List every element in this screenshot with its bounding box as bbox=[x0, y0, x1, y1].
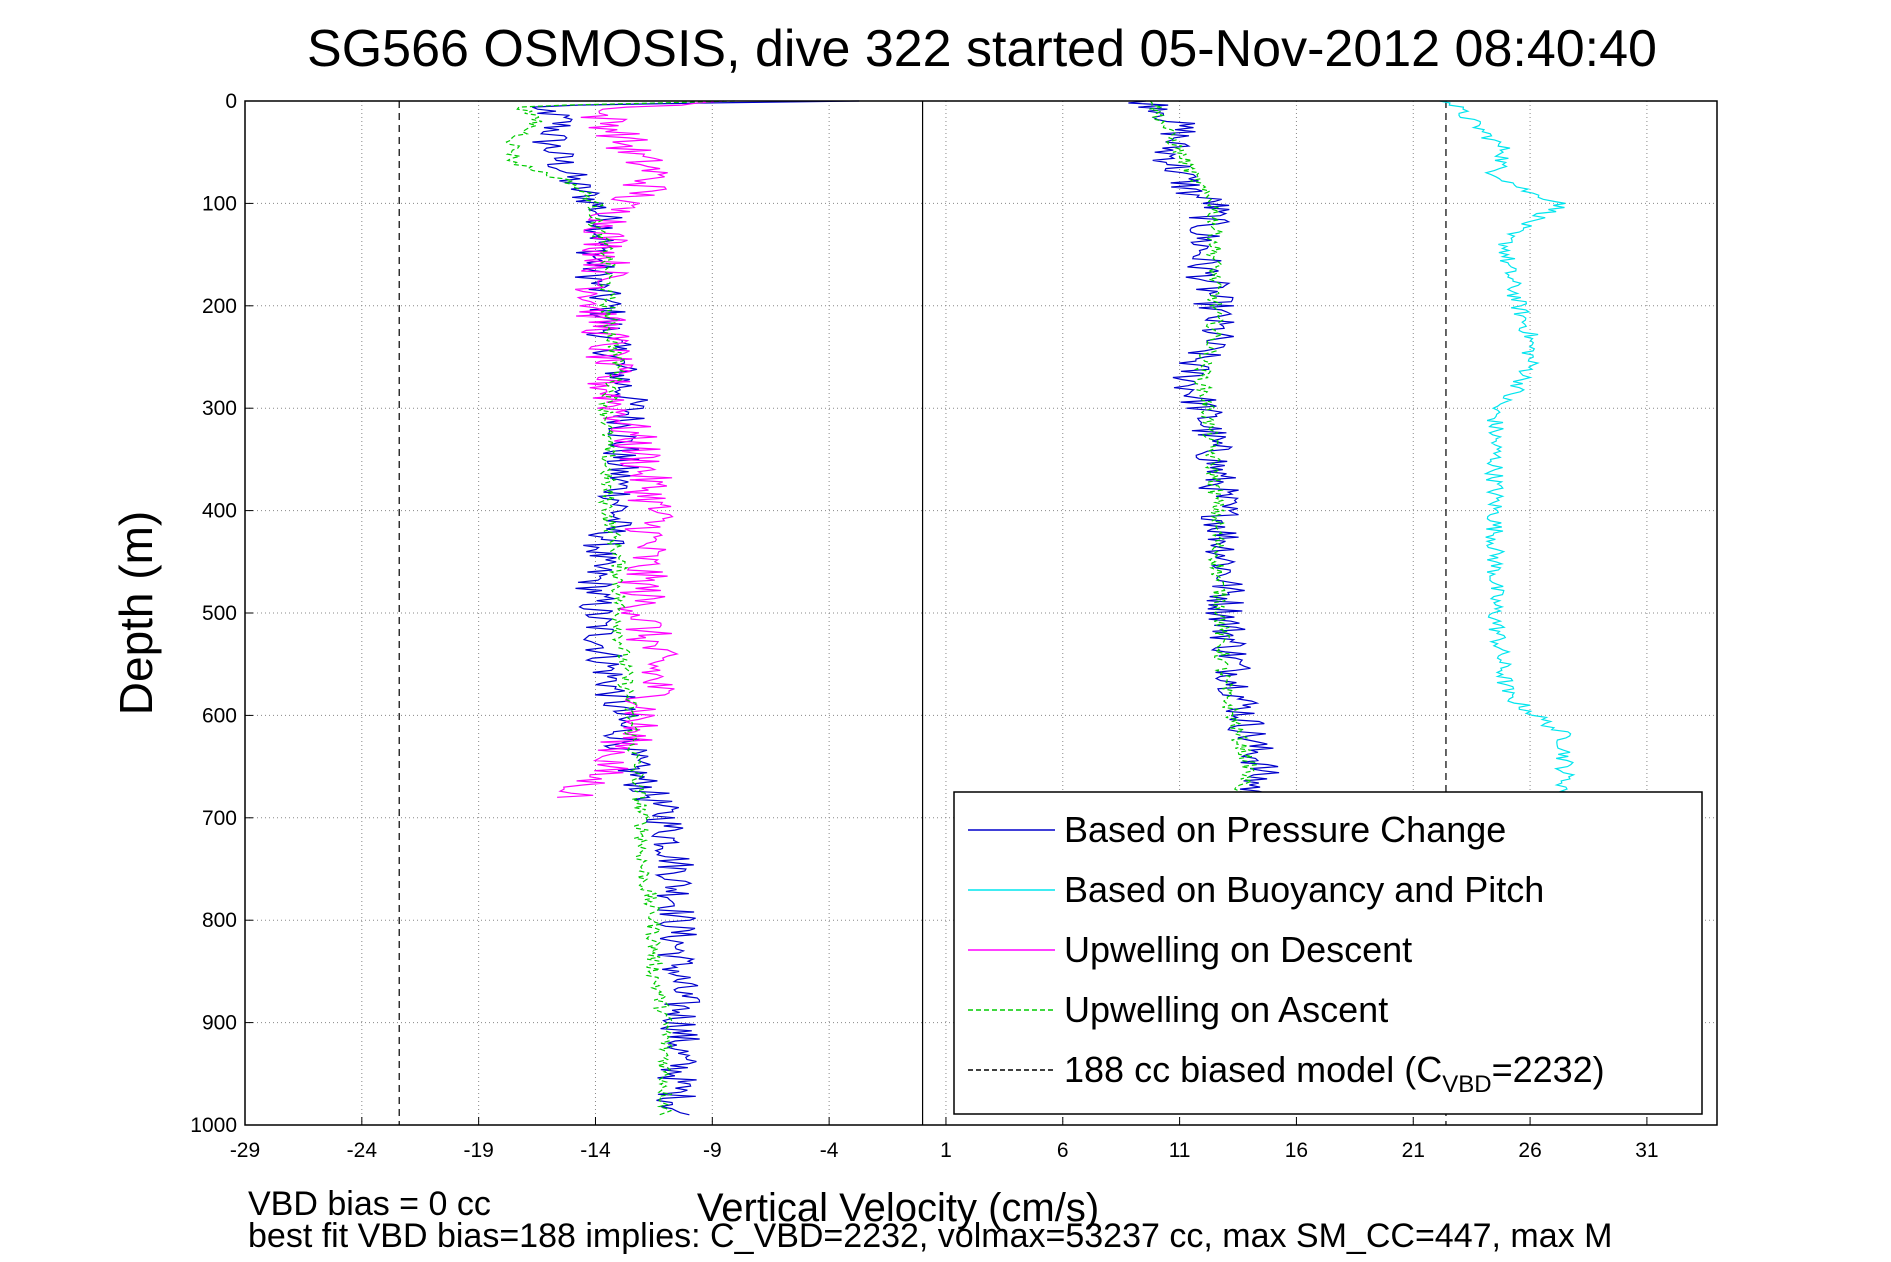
series-based-on-buoyancy-and-pitch bbox=[1439, 100, 1576, 798]
series-line bbox=[1439, 100, 1576, 798]
x-tick-label: 16 bbox=[1285, 1139, 1308, 1162]
x-tick-label: -9 bbox=[703, 1139, 722, 1162]
legend: Based on Pressure Change Based on Buoyanc… bbox=[953, 791, 1703, 1115]
x-tick-label: 6 bbox=[1057, 1139, 1069, 1162]
x-tick-label: 26 bbox=[1518, 1139, 1541, 1162]
x-tick-label: -19 bbox=[463, 1139, 493, 1162]
y-ticks: 0 100 200 300 400 500 600 700 800 900 1000 bbox=[190, 90, 253, 1137]
y-tick-label: 1000 bbox=[190, 1114, 237, 1137]
y-tick-label: 300 bbox=[202, 397, 237, 420]
y-tick-label: 500 bbox=[202, 602, 237, 625]
series-line bbox=[531, 100, 860, 1116]
series-line bbox=[505, 100, 735, 1116]
x-tick-label: -14 bbox=[580, 1139, 611, 1162]
y-tick-label: 100 bbox=[202, 192, 237, 215]
legend-label: Based on Buoyancy and Pitch bbox=[1064, 869, 1544, 910]
x-ticks: -29 -24 -19 -14 -9 -4 1 6 11 16 21 26 31 bbox=[230, 1117, 1659, 1162]
series-line bbox=[1149, 100, 1258, 798]
legend-label: 188 cc biased model (CVBD=2232) bbox=[1064, 1049, 1605, 1098]
x-tick-label: 1 bbox=[940, 1139, 952, 1162]
y-tick-label: 0 bbox=[225, 90, 237, 113]
x-tick-label: 21 bbox=[1402, 1139, 1425, 1162]
series-lines bbox=[505, 100, 1576, 1116]
series-based-on-pressure-change bbox=[531, 100, 1280, 1116]
y-tick-label: 700 bbox=[202, 807, 237, 830]
y-axis-label: Depth (m) bbox=[110, 511, 162, 715]
x-tick-label: 31 bbox=[1635, 1139, 1658, 1162]
series-line bbox=[1128, 100, 1280, 798]
y-tick-label: 400 bbox=[202, 500, 237, 523]
footnote-bestfit: best fit VBD bias=188 implies: C_VBD=223… bbox=[248, 1217, 1612, 1255]
legend-label: Upwelling on Ascent bbox=[1064, 989, 1388, 1030]
y-tick-label: 200 bbox=[202, 295, 237, 318]
x-axis-label: Vertical Velocity (cm/s) bbox=[697, 1186, 1099, 1230]
x-tick-label: 11 bbox=[1169, 1139, 1191, 1162]
chart-title: SG566 OSMOSIS, dive 322 started 05-Nov-2… bbox=[307, 20, 1657, 78]
series-upwelling-on-ascent bbox=[505, 100, 1258, 1116]
footnote-bias: VBD bias = 0 cc bbox=[248, 1185, 491, 1223]
y-tick-label: 900 bbox=[202, 1012, 237, 1035]
legend-label: Upwelling on Descent bbox=[1064, 929, 1412, 970]
x-tick-label: -24 bbox=[347, 1139, 378, 1162]
x-tick-label: -4 bbox=[820, 1139, 839, 1162]
legend-label: Based on Pressure Change bbox=[1064, 809, 1506, 850]
legend-box bbox=[953, 791, 1703, 1115]
x-tick-label: -29 bbox=[230, 1139, 260, 1162]
y-tick-label: 600 bbox=[202, 704, 237, 727]
y-tick-label: 800 bbox=[202, 909, 237, 932]
